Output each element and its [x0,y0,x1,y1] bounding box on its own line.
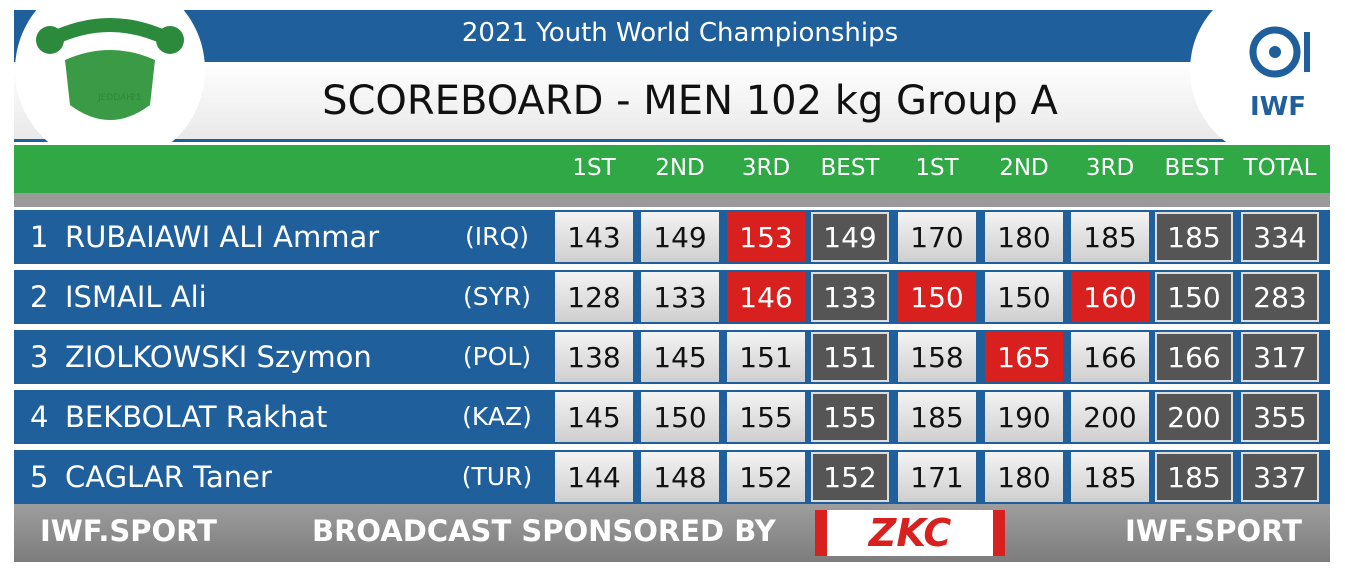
separator [14,193,1330,207]
score-cell: 185 [1071,212,1149,262]
score-cell: 150 [985,272,1063,322]
score-cell: 200 [1155,392,1233,442]
footer-left: IWF.SPORT [40,514,217,548]
rank: 4 [30,400,49,434]
column-label: 3RD [1085,155,1135,181]
score-cell: 355 [1241,392,1319,442]
score-cell: 171 [898,452,976,502]
rank: 1 [30,220,49,254]
score-cell: 148 [641,452,719,502]
athlete-name: CAGLAR Taner [65,460,272,494]
title-band [14,62,1330,142]
sponsor-logo: ZKC [815,510,1005,556]
score-cell: 155 [811,392,889,442]
column-label: BEST [1164,155,1224,181]
country: (IRQ) [465,222,529,251]
score-cell: 165 [985,332,1063,382]
subtitle: 2021 Youth World Championships [461,18,899,48]
score-cell: 170 [898,212,976,262]
left-logo: JEDDAH 21 [15,0,205,145]
score-cell: 152 [811,452,889,502]
country: (POL) [462,342,532,371]
score-cell: 149 [811,212,889,262]
title: SCOREBOARD - MEN 102 kg Group A [322,78,1058,124]
score-cell: 283 [1241,272,1319,322]
score-cell: 185 [1155,212,1233,262]
header-bar [14,10,1330,62]
iwf-logo-text: IWF [1250,92,1306,122]
column-label: 2ND [655,155,705,181]
column-label: 3RD [741,155,791,181]
column-label: TOTAL [1243,155,1317,181]
rank: 5 [30,460,49,494]
logo-city: JEDDAH [97,93,133,103]
score-cell: 138 [555,332,633,382]
country: (SYR) [462,282,532,311]
score-cell: 133 [641,272,719,322]
score-cell: 145 [555,392,633,442]
score-cell: 149 [641,212,719,262]
score-cell: 146 [727,272,805,322]
score-cell: 155 [727,392,805,442]
score-cell: 185 [1155,452,1233,502]
score-cell: 151 [811,332,889,382]
column-label: 2ND [999,155,1049,181]
column-label: 1ST [915,155,959,181]
athlete-name: BEKBOLAT Rakhat [65,400,328,434]
right-logo: IWF [1190,0,1335,145]
score-cell: 150 [1155,272,1233,322]
score-cell: 185 [898,392,976,442]
score-cell: 144 [555,452,633,502]
athlete-name: ZIOLKOWSKI Szymon [65,340,372,374]
score-cell: 143 [555,212,633,262]
score-cell: 317 [1241,332,1319,382]
score-cell: 166 [1071,332,1149,382]
score-cell: 166 [1155,332,1233,382]
score-cell: 152 [727,452,805,502]
score-cell: 180 [985,452,1063,502]
score-cell: 190 [985,392,1063,442]
score-cell: 180 [985,212,1063,262]
score-cell: 200 [1071,392,1149,442]
column-header-bar [14,145,1330,193]
footer-right: IWF.SPORT [1125,514,1302,548]
logo-year: 21 [130,93,141,103]
score-cell: 133 [811,272,889,322]
footer-bar [14,504,1330,562]
sponsor-text: BROADCAST SPONSORED BY [312,514,776,548]
score-cell: 158 [898,332,976,382]
athlete-name: RUBAIAWI ALI Ammar [65,220,380,254]
score-cell: 334 [1241,212,1319,262]
rank: 2 [30,280,49,314]
country: (TUR) [461,462,533,491]
country: (KAZ) [462,402,532,431]
column-label: BEST [820,155,880,181]
score-cell: 160 [1071,272,1149,322]
sponsor-name: ZKC [868,511,952,555]
score-cell: 150 [641,392,719,442]
score-cell: 128 [555,272,633,322]
column-label: 1ST [572,155,616,181]
score-cell: 145 [641,332,719,382]
score-cell: 151 [727,332,805,382]
score-cell: 153 [727,212,805,262]
score-cell: 337 [1241,452,1319,502]
rank: 3 [30,340,49,374]
score-cell: 150 [898,272,976,322]
score-cell: 185 [1071,452,1149,502]
athlete-name: ISMAIL Ali [65,280,207,314]
